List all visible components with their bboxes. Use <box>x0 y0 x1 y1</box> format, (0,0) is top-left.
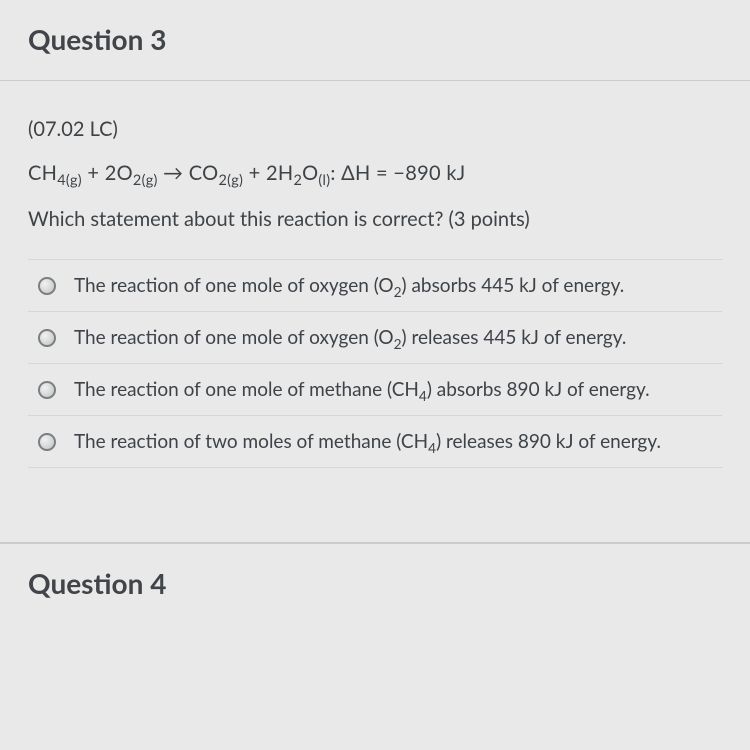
radio-icon[interactable] <box>38 277 56 295</box>
option-c[interactable]: The reaction of one mole of methane (CH4… <box>28 363 722 415</box>
radio-icon[interactable] <box>38 381 56 399</box>
question-4-title: Question 4 <box>28 566 722 600</box>
question-4-header: Question 4 <box>0 543 750 622</box>
question-3-header: Question 3 <box>0 0 750 81</box>
eq-colon: : <box>330 161 341 185</box>
eq-co2-sub: 2(g) <box>218 172 243 189</box>
eq-ch4: CH <box>28 161 57 185</box>
opt-c-pre: The reaction of one mole of methane (CH <box>74 378 419 401</box>
eq-plus2: + <box>243 161 266 185</box>
opt-b-sub: 2 <box>394 335 402 352</box>
eq-o2-sub: 2(g) <box>133 172 158 189</box>
equation: CH4(g) + 2O2(g) → CO2(g) + 2H2O(l): ΔH =… <box>28 161 722 185</box>
question-3-title: Question 3 <box>28 22 722 56</box>
opt-c-post: ) absorbs 890 kJ of energy. <box>427 378 650 401</box>
eq-co2: CO <box>189 161 219 185</box>
opt-d-pre: The reaction of two moles of methane (CH <box>74 430 428 453</box>
option-d[interactable]: The reaction of two moles of methane (CH… <box>28 415 722 468</box>
question-prompt: Which statement about this reaction is c… <box>28 207 722 231</box>
option-a-text: The reaction of one mole of oxygen (O2) … <box>74 274 624 297</box>
question-3-block: Question 3 (07.02 LC) CH4(g) + 2O2(g) → … <box>0 0 750 543</box>
option-b[interactable]: The reaction of one mole of oxygen (O2) … <box>28 311 722 363</box>
eq-plus1: + <box>82 161 105 185</box>
eq-2o: 2O <box>105 161 133 185</box>
eq-ch4-sub: 4(g) <box>57 172 82 189</box>
eq-arrow: → <box>158 161 189 185</box>
eq-dh: ΔH = −890 kJ <box>341 161 465 185</box>
option-c-text: The reaction of one mole of methane (CH4… <box>74 378 650 401</box>
radio-icon[interactable] <box>38 329 56 347</box>
option-b-text: The reaction of one mole of oxygen (O2) … <box>74 326 626 349</box>
eq-h2o-o: O <box>302 161 318 185</box>
option-d-text: The reaction of two moles of methane (CH… <box>74 430 661 453</box>
option-a[interactable]: The reaction of one mole of oxygen (O2) … <box>28 259 722 311</box>
opt-b-post: ) releases 445 kJ of energy. <box>402 326 627 349</box>
radio-icon[interactable] <box>38 433 56 451</box>
opt-c-sub: 4 <box>419 387 427 404</box>
opt-b-pre: The reaction of one mole of oxygen (O <box>74 326 394 349</box>
opt-d-sub: 4 <box>428 439 436 456</box>
question-code: (07.02 LC) <box>28 117 722 141</box>
question-3-body: (07.02 LC) CH4(g) + 2O2(g) → CO2(g) + 2H… <box>0 81 750 542</box>
eq-h2o-sub2: (l) <box>318 172 330 189</box>
opt-d-post: ) releases 890 kJ of energy. <box>436 430 661 453</box>
spacer <box>28 468 722 532</box>
eq-h2o-sub1: 2 <box>293 172 302 189</box>
opt-a-pre: The reaction of one mole of oxygen (O <box>74 274 394 297</box>
opt-a-sub: 2 <box>394 283 402 300</box>
opt-a-post: ) absorbs 445 kJ of energy. <box>402 274 625 297</box>
options-list: The reaction of one mole of oxygen (O2) … <box>28 259 722 468</box>
eq-2h: 2H <box>266 161 293 185</box>
